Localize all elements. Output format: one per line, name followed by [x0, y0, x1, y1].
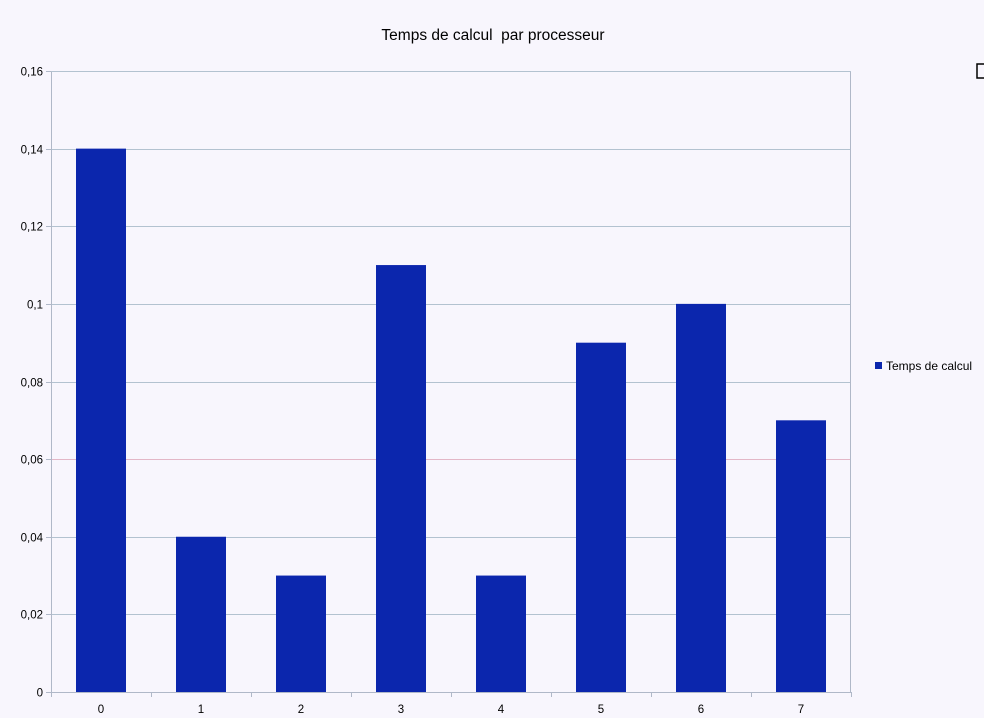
x-tick-label: 3: [398, 704, 404, 716]
legend: Temps de calcul: [875, 359, 972, 373]
bar: [176, 536, 226, 692]
y-tick-label: 0,04: [21, 533, 44, 545]
y-tick-label: 0,08: [21, 378, 43, 390]
grid-lines: [51, 71, 851, 615]
bars: [76, 148, 826, 692]
axes: [46, 71, 852, 697]
x-tick-label: 6: [698, 704, 704, 716]
y-tick-labels: 0 0,02 0,04 0,06 0,08 0,1 0,12 0,14 0,16: [21, 67, 44, 700]
x-tick-label: 5: [598, 704, 604, 716]
x-tick-label: 1: [198, 704, 204, 716]
y-tick-label: 0,12: [21, 222, 43, 234]
y-tick-label: 0,14: [21, 145, 44, 157]
bar: [76, 148, 126, 692]
legend-swatch: [875, 362, 882, 369]
chart-title: Temps de calcul par processeur: [381, 27, 604, 44]
y-tick-label: 0: [37, 688, 43, 700]
legend-label: Temps de calcul: [886, 359, 972, 373]
bar: [676, 303, 726, 692]
bar: [276, 575, 326, 692]
x-tick-label: 4: [498, 704, 505, 716]
bar: [776, 420, 826, 692]
bar: [576, 342, 626, 692]
x-tick-label: 2: [298, 704, 304, 716]
y-tick-label: 0,06: [21, 455, 43, 467]
bar: [476, 575, 526, 692]
y-tick-label: 0,1: [27, 300, 43, 312]
x-tick-label: 0: [98, 704, 104, 716]
y-tick-label: 0,02: [21, 610, 43, 622]
x-tick-label: 7: [798, 704, 804, 716]
bar: [376, 265, 426, 692]
y-tick-label: 0,16: [21, 67, 43, 79]
x-tick-labels: 0 1 2 3 4 5 6 7: [98, 704, 804, 716]
corner-marker: [976, 63, 984, 79]
